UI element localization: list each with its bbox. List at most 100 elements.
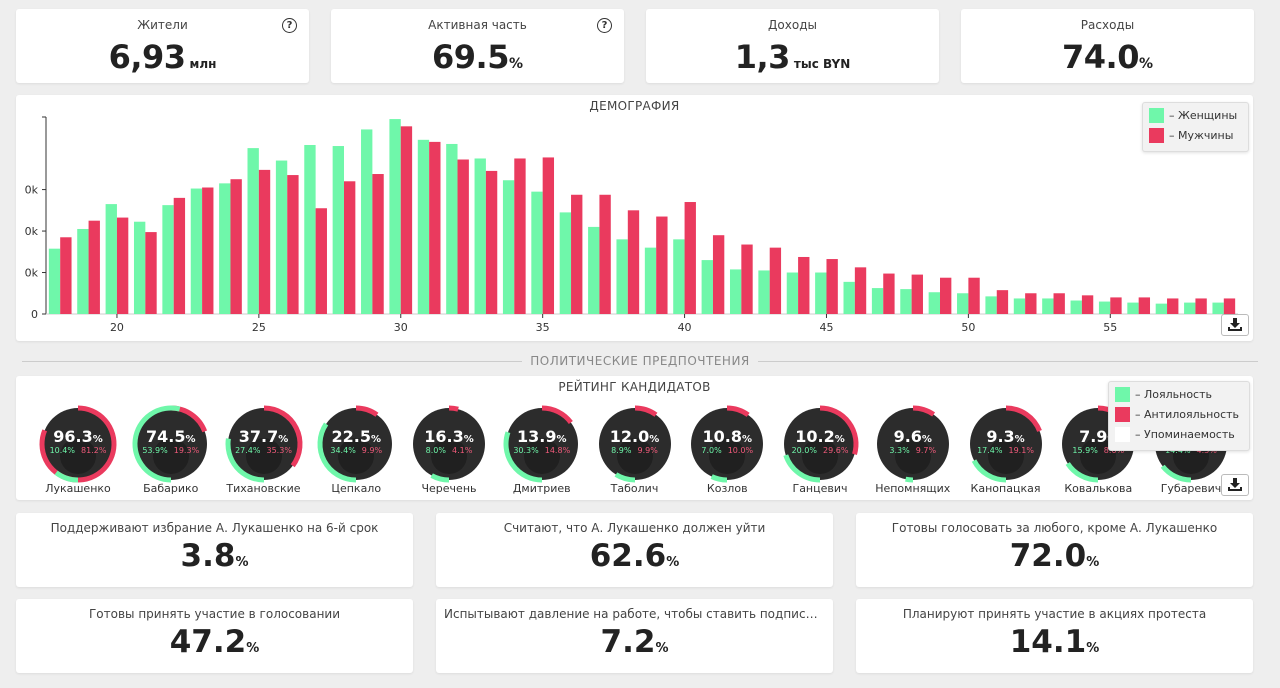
bar-men[interactable] — [656, 216, 668, 314]
bar-men[interactable] — [145, 232, 157, 314]
bar-men[interactable] — [1081, 295, 1094, 314]
bar-men[interactable] — [571, 194, 583, 314]
bar-women[interactable] — [247, 148, 259, 314]
bar-men[interactable] — [854, 267, 867, 314]
bar-men[interactable] — [202, 187, 214, 314]
bar-women[interactable] — [928, 292, 940, 314]
bar-women[interactable] — [332, 146, 344, 314]
bar-men[interactable] — [968, 277, 980, 314]
candidate-main-value: 10.2% — [795, 427, 845, 446]
download-button[interactable] — [1221, 474, 1249, 496]
bar-women[interactable] — [588, 226, 600, 314]
bar-women[interactable] — [133, 221, 146, 314]
bar-men[interactable] — [60, 237, 72, 314]
bar-men[interactable] — [940, 277, 952, 314]
bar-women[interactable] — [531, 191, 543, 314]
bar-men[interactable] — [1195, 298, 1207, 314]
bar-women[interactable] — [985, 296, 997, 314]
bar-men[interactable] — [769, 247, 782, 314]
bar-women[interactable] — [559, 212, 572, 314]
bar-women[interactable] — [446, 143, 458, 314]
bar-women[interactable] — [48, 248, 61, 314]
legend-item-anti-loyalty[interactable]: – Антилояльность — [1109, 404, 1249, 424]
bar-men[interactable] — [230, 179, 242, 314]
bar-women[interactable] — [1042, 298, 1054, 314]
help-icon[interactable]: ? — [282, 18, 297, 33]
bar-men[interactable] — [599, 194, 611, 314]
bar-women[interactable] — [786, 272, 799, 314]
bar-women[interactable] — [502, 180, 515, 314]
bar-women[interactable] — [190, 188, 203, 314]
bar-women[interactable] — [1127, 302, 1139, 314]
bar-women[interactable] — [162, 205, 174, 314]
bar-women[interactable] — [815, 272, 827, 314]
stat-card-work-pressure: Испытывают давление на работе, чтобы ста… — [436, 599, 833, 673]
bar-men[interactable] — [344, 181, 356, 314]
bar-women[interactable] — [1098, 301, 1111, 314]
bar-men[interactable] — [826, 259, 838, 314]
bar-women[interactable] — [616, 239, 628, 314]
bar-men[interactable] — [741, 244, 753, 314]
loyalty-arc — [614, 472, 635, 483]
bar-women[interactable] — [1070, 300, 1082, 314]
candidate-avatar — [783, 405, 859, 483]
legend-item-women[interactable]: – Женщины — [1143, 105, 1248, 125]
bar-women[interactable] — [1155, 303, 1168, 314]
bar-women[interactable] — [77, 228, 89, 314]
bar-women[interactable] — [1013, 298, 1026, 314]
bar-men[interactable] — [712, 235, 725, 314]
bar-men[interactable] — [996, 290, 1009, 314]
bar-women[interactable] — [361, 129, 373, 314]
bar-men[interactable] — [627, 210, 640, 314]
bar-women[interactable] — [389, 119, 401, 314]
bar-men[interactable] — [372, 174, 384, 314]
legend-item-men[interactable]: – Мужчины — [1143, 125, 1248, 145]
bar-women[interactable] — [474, 158, 486, 314]
help-icon[interactable]: ? — [597, 18, 612, 33]
candidate-avatar — [691, 405, 764, 483]
bar-women[interactable] — [275, 160, 288, 314]
bar-women[interactable] — [957, 293, 969, 314]
bar-men[interactable] — [173, 197, 186, 314]
bar-men[interactable] — [883, 273, 895, 314]
bar-women[interactable] — [105, 204, 117, 314]
bar-men[interactable] — [1167, 298, 1179, 314]
bar-women[interactable] — [1184, 302, 1196, 314]
bar-women[interactable] — [729, 269, 742, 314]
download-button[interactable] — [1221, 314, 1249, 336]
bar-men[interactable] — [88, 220, 100, 314]
bar-men[interactable] — [485, 170, 498, 314]
bar-men[interactable] — [514, 158, 526, 314]
bar-women[interactable] — [673, 239, 685, 314]
bar-women[interactable] — [871, 288, 884, 314]
bar-women[interactable] — [304, 144, 316, 314]
bar-men[interactable] — [116, 217, 129, 314]
bar-men[interactable] — [315, 208, 327, 314]
loyalty-arc — [904, 476, 913, 483]
bar-men[interactable] — [684, 202, 696, 314]
bar-men[interactable] — [400, 126, 413, 315]
bar-men[interactable] — [258, 169, 271, 314]
bar-men[interactable] — [429, 141, 441, 314]
bar-men[interactable] — [457, 159, 469, 314]
bar-women[interactable] — [758, 270, 770, 314]
bar-women[interactable] — [1212, 302, 1224, 314]
bar-men[interactable] — [1223, 298, 1236, 314]
bar-women[interactable] — [843, 281, 855, 314]
bar-men[interactable] — [1025, 293, 1037, 314]
bar-women[interactable] — [417, 139, 430, 314]
bar-women[interactable] — [701, 260, 713, 314]
bar-men[interactable] — [1138, 297, 1151, 314]
bar-women[interactable] — [900, 289, 912, 314]
bar-women[interactable] — [644, 247, 657, 314]
legend-item-mentions[interactable]: – Упоминаемость — [1109, 424, 1249, 444]
bar-women[interactable] — [219, 183, 231, 314]
bar-men[interactable] — [911, 274, 923, 314]
bar-men[interactable] — [798, 256, 810, 314]
legend-item-loyalty[interactable]: – Лояльность — [1109, 384, 1249, 404]
bar-men[interactable] — [287, 175, 299, 314]
bar-men[interactable] — [1110, 297, 1122, 314]
bar-men[interactable] — [542, 157, 555, 314]
bar-men[interactable] — [1053, 293, 1065, 314]
stat-value: 7.2% — [600, 624, 669, 660]
